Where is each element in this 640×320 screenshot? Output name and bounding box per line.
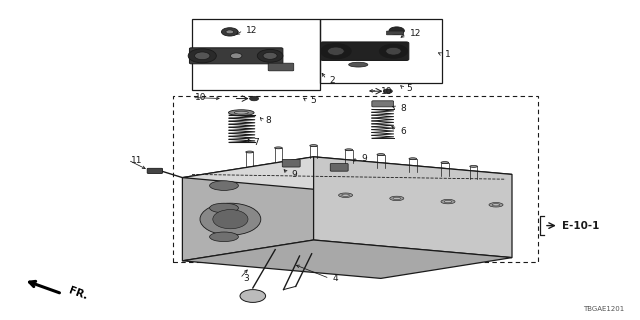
Circle shape bbox=[226, 30, 234, 34]
Text: 11: 11 bbox=[131, 156, 143, 164]
Ellipse shape bbox=[492, 204, 500, 206]
Bar bbox=[173, 96, 538, 262]
Text: 8: 8 bbox=[266, 116, 271, 124]
Circle shape bbox=[250, 96, 259, 101]
Ellipse shape bbox=[275, 147, 282, 149]
Circle shape bbox=[230, 53, 242, 59]
Ellipse shape bbox=[210, 181, 239, 190]
Circle shape bbox=[221, 28, 238, 36]
Ellipse shape bbox=[441, 162, 449, 164]
Polygon shape bbox=[182, 157, 314, 261]
Ellipse shape bbox=[470, 165, 477, 167]
Text: 4: 4 bbox=[333, 274, 339, 283]
Ellipse shape bbox=[228, 110, 254, 116]
Text: 8: 8 bbox=[400, 104, 406, 113]
Circle shape bbox=[321, 44, 351, 59]
Ellipse shape bbox=[234, 111, 248, 114]
Text: 5: 5 bbox=[406, 84, 412, 92]
Polygon shape bbox=[314, 157, 512, 258]
FancyBboxPatch shape bbox=[189, 48, 283, 64]
Ellipse shape bbox=[210, 232, 239, 242]
Circle shape bbox=[257, 49, 283, 62]
Ellipse shape bbox=[210, 203, 239, 213]
Polygon shape bbox=[182, 240, 512, 278]
FancyBboxPatch shape bbox=[330, 164, 348, 171]
FancyBboxPatch shape bbox=[321, 42, 409, 60]
Ellipse shape bbox=[377, 154, 385, 156]
Circle shape bbox=[263, 52, 277, 59]
Ellipse shape bbox=[342, 194, 349, 196]
Text: E-10-1: E-10-1 bbox=[562, 220, 599, 231]
Text: FR.: FR. bbox=[67, 286, 89, 302]
Text: 9: 9 bbox=[291, 170, 297, 179]
Ellipse shape bbox=[310, 145, 317, 147]
Circle shape bbox=[386, 47, 401, 55]
Text: 12: 12 bbox=[410, 29, 421, 38]
Ellipse shape bbox=[409, 158, 417, 160]
Ellipse shape bbox=[212, 210, 248, 229]
Circle shape bbox=[380, 44, 408, 58]
Ellipse shape bbox=[349, 62, 368, 67]
Ellipse shape bbox=[489, 203, 503, 207]
Text: 7: 7 bbox=[253, 138, 259, 147]
Ellipse shape bbox=[441, 199, 455, 204]
Circle shape bbox=[188, 49, 216, 63]
FancyBboxPatch shape bbox=[372, 101, 394, 107]
Circle shape bbox=[383, 89, 392, 93]
FancyBboxPatch shape bbox=[147, 168, 163, 173]
Ellipse shape bbox=[200, 203, 261, 235]
FancyBboxPatch shape bbox=[268, 63, 294, 71]
Circle shape bbox=[389, 27, 404, 35]
Ellipse shape bbox=[444, 200, 452, 203]
Circle shape bbox=[328, 47, 344, 55]
Bar bbox=[192, 19, 320, 90]
Ellipse shape bbox=[246, 151, 253, 153]
Text: 12: 12 bbox=[246, 26, 258, 35]
Bar bbox=[320, 19, 442, 83]
Text: 1: 1 bbox=[445, 50, 451, 59]
FancyBboxPatch shape bbox=[387, 31, 404, 35]
Text: 10: 10 bbox=[381, 87, 392, 96]
Ellipse shape bbox=[345, 149, 353, 151]
Text: 6: 6 bbox=[400, 127, 406, 136]
Text: 2: 2 bbox=[330, 76, 335, 84]
Circle shape bbox=[195, 52, 210, 60]
Ellipse shape bbox=[393, 197, 401, 200]
Text: TBGAE1201: TBGAE1201 bbox=[583, 306, 624, 312]
Text: 5: 5 bbox=[310, 96, 316, 105]
Text: 9: 9 bbox=[362, 154, 367, 163]
Circle shape bbox=[240, 290, 266, 302]
Polygon shape bbox=[182, 157, 512, 195]
Text: 10: 10 bbox=[195, 93, 207, 102]
Ellipse shape bbox=[339, 193, 353, 197]
Ellipse shape bbox=[390, 196, 404, 201]
Text: 3: 3 bbox=[243, 274, 249, 283]
FancyBboxPatch shape bbox=[282, 159, 300, 167]
